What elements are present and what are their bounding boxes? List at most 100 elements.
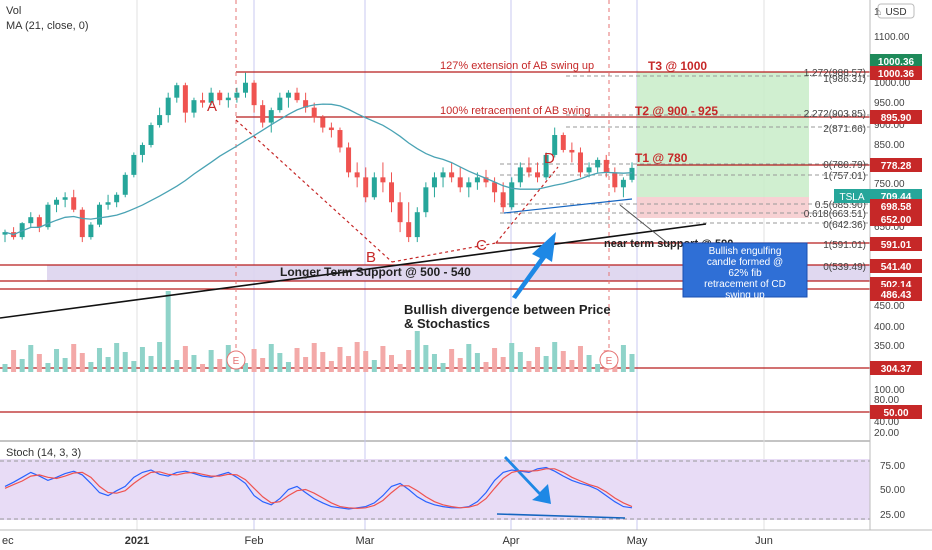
candle-body: [354, 172, 360, 178]
price-tag-label: 486.43: [881, 290, 912, 301]
price-tag: [870, 66, 922, 80]
time-axis[interactable]: ec 2021 Feb Mar Apr May Jun: [2, 535, 773, 547]
volume-bar: [363, 351, 369, 372]
volume-bar: [277, 353, 283, 372]
earnings-badge-1: [226, 350, 246, 370]
price-tick: 100.00: [874, 385, 905, 396]
volume-bar: [509, 343, 515, 372]
price-tick: 350.00: [874, 341, 905, 352]
fib-label: 2.272(903.85): [804, 109, 866, 120]
volume-bar: [569, 360, 575, 372]
volume-bar: [466, 344, 472, 372]
point-d: D: [544, 150, 555, 167]
price-tag: [870, 212, 922, 226]
t1-label: T1 @ 780: [635, 151, 688, 165]
longer-support-label: Longer Term Support @ 500 - 540: [280, 265, 471, 279]
candle-body: [620, 179, 626, 188]
price-tag-label: 698.58: [881, 202, 912, 213]
volume-bar: [311, 343, 317, 372]
time-label: Apr: [502, 535, 519, 547]
lock-icon[interactable]: ⌂: [876, 7, 881, 17]
symbol-tag-label: TSLA: [839, 192, 864, 203]
candle-body: [509, 182, 515, 208]
volume-bar: [543, 356, 549, 372]
candle-body: [449, 172, 455, 178]
stoch-label: Stoch (14, 3, 3): [6, 447, 81, 459]
volume-bar: [449, 349, 455, 372]
candle-body: [148, 125, 154, 145]
candle-body: [389, 182, 395, 203]
volume-bar: [54, 349, 60, 372]
volume-bar: [552, 342, 558, 372]
candle-body: [285, 92, 291, 98]
candle-body: [208, 92, 214, 103]
candle-body: [337, 130, 343, 148]
candle-body: [423, 187, 429, 213]
currency-box[interactable]: [877, 3, 915, 19]
volume-bar: [389, 355, 395, 372]
fib-label: 1(986.31): [823, 74, 866, 85]
earnings-badge-2: [599, 350, 619, 370]
currency-badge[interactable]: USD: [877, 3, 915, 19]
fib-label: 2(871.66): [823, 124, 866, 135]
candle-body: [96, 204, 102, 225]
volume-bar: [148, 356, 154, 372]
volume-bar: [251, 349, 257, 372]
price-tag-label: 1000.36: [878, 57, 915, 68]
candle-body: [62, 197, 68, 200]
candle-body: [406, 222, 412, 238]
volume-bar: [36, 354, 42, 372]
engulfing-line: Bullish engulfing: [709, 246, 782, 257]
candle-body: [440, 172, 446, 178]
stoch-band: [0, 459, 870, 520]
cd-leg: [495, 166, 559, 244]
volume-bar: [620, 345, 626, 372]
volume-bar: [406, 350, 412, 372]
volume-bar: [354, 342, 360, 372]
volume-bar: [535, 347, 541, 372]
fib-label: 0(539.49): [823, 262, 866, 273]
candle-body: [517, 167, 523, 183]
stoch-scale[interactable]: 75.00 50.00 25.00: [880, 461, 905, 521]
price-tick: 80.00: [874, 395, 899, 406]
time-label: Feb: [245, 535, 264, 547]
candle-body: [122, 174, 128, 195]
candle-body: [2, 232, 8, 235]
candle-body: [483, 177, 489, 183]
price-tag: [870, 361, 922, 375]
volume-bar: [474, 353, 480, 372]
price-tag: [870, 405, 922, 419]
price-tag: [870, 287, 922, 301]
engulfing-line: retracement of CD: [704, 279, 786, 290]
volume-bar: [191, 355, 197, 372]
price-tick: 1100.00: [874, 32, 910, 43]
earnings-markers: [235, 0, 610, 360]
price-tick: 400.00: [874, 322, 905, 333]
ma-label: MA (21, close, 0): [6, 20, 89, 32]
time-label: ec: [2, 535, 14, 547]
chart-header: Vol MA (21, close, 0) Stoch (14, 3, 3): [6, 5, 89, 459]
stoch-arrow: [504, 456, 551, 504]
ab-leg: [235, 119, 393, 263]
volume-bar: [328, 361, 334, 372]
volume-bar: [586, 355, 592, 372]
volume-bar: [380, 346, 386, 372]
time-label: May: [627, 535, 648, 547]
price-tick: 850.00: [874, 140, 905, 151]
volume-bar: [526, 361, 532, 372]
volume-bar: [414, 331, 420, 372]
engulfing-line: swing up: [725, 290, 765, 301]
candle-body: [629, 167, 635, 180]
candle-body: [320, 117, 326, 128]
volume-bar: [139, 347, 145, 372]
volume-bar: [131, 361, 137, 372]
volume-bar: [200, 364, 206, 372]
t3-label: T3 @ 1000: [648, 59, 707, 73]
fib-label: 0.618(663.51): [804, 209, 866, 220]
symbol-tag: [834, 189, 870, 203]
volume-bar: [629, 354, 635, 372]
volume-bar: [285, 362, 291, 372]
candle-body: [371, 177, 377, 198]
price-tag-label: 591.01: [881, 240, 912, 251]
